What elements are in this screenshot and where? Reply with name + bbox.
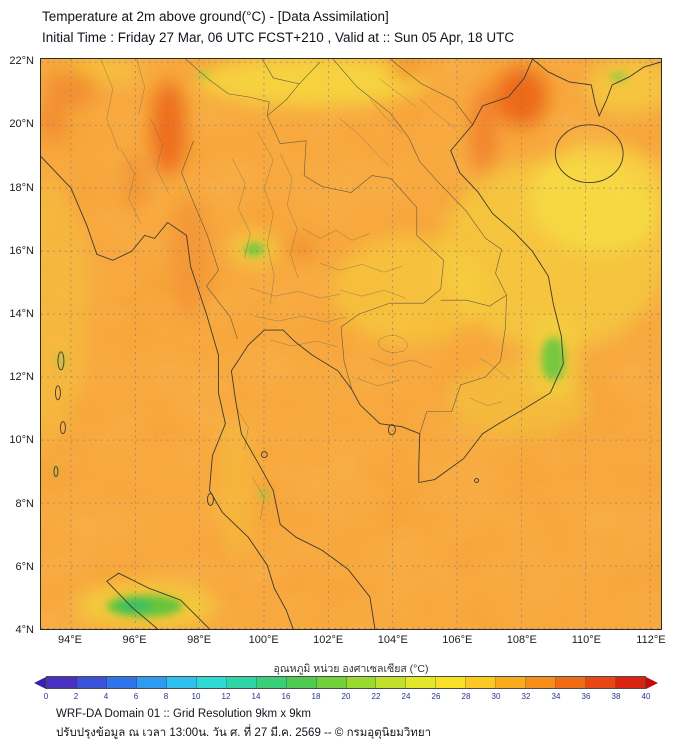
colorbar-segment bbox=[406, 677, 437, 688]
colorbar-tick-label: 30 bbox=[491, 692, 501, 701]
colorbar-tick-label: 26 bbox=[431, 692, 441, 701]
colorbar-segment bbox=[76, 677, 107, 688]
footer-update-info: ปรับปรุงข้อมูล ณ เวลา 13:00น. วัน ศ. ที่… bbox=[56, 727, 432, 739]
colorbar-segment bbox=[586, 677, 617, 688]
colorbar-tick-label: 24 bbox=[401, 692, 411, 701]
colorbar-segment bbox=[556, 677, 587, 688]
x-tick-label: 96°E bbox=[122, 634, 147, 646]
colorbar-tick-label: 14 bbox=[251, 692, 261, 701]
y-tick-label: 8°N bbox=[15, 497, 34, 510]
title-block: Temperature at 2m above ground(°C) - [Da… bbox=[42, 6, 514, 48]
colorbar-segment bbox=[316, 677, 347, 688]
colorbar-tick-label: 34 bbox=[551, 692, 561, 701]
y-tick-label: 6°N bbox=[15, 560, 34, 573]
colorbar-left-arrow bbox=[34, 676, 46, 689]
colorbar-tick-label: 40 bbox=[641, 692, 651, 701]
colorbar-right-arrow bbox=[646, 676, 658, 689]
colorbar-gradient bbox=[46, 676, 646, 689]
y-axis: 22°N 20°N 18°N 16°N 14°N 12°N 10°N 8°N 6°N 4°N bbox=[0, 55, 37, 636]
y-tick-label: 22°N bbox=[9, 55, 34, 68]
y-tick-label: 18°N bbox=[9, 181, 34, 194]
x-tick-label: 98°E bbox=[187, 634, 212, 646]
x-tick-label: 112°E bbox=[636, 634, 666, 646]
colorbar-segment bbox=[166, 677, 197, 688]
colorbar-segment bbox=[47, 677, 77, 688]
colorbar-segment bbox=[226, 677, 257, 688]
colorbar-tick-label: 18 bbox=[311, 692, 321, 701]
colorbar-tick-label: 8 bbox=[163, 692, 169, 701]
colorbar-tick-label: 16 bbox=[281, 692, 291, 701]
y-tick-label: 16°N bbox=[9, 244, 34, 257]
temperature-map bbox=[41, 59, 661, 629]
y-tick-label: 12°N bbox=[9, 371, 34, 384]
colorbar-segment bbox=[436, 677, 467, 688]
colorbar-segment bbox=[106, 677, 137, 688]
y-tick-label: 10°N bbox=[9, 434, 34, 447]
colorbar-segment bbox=[286, 677, 317, 688]
colorbar-tick-label: 36 bbox=[581, 692, 591, 701]
colorbar-segment bbox=[616, 677, 646, 688]
colorbar-segment bbox=[136, 677, 167, 688]
y-tick-label: 4°N bbox=[15, 624, 34, 636]
x-tick-label: 94°E bbox=[58, 634, 82, 646]
y-tick-label: 20°N bbox=[9, 118, 34, 131]
x-tick-label: 108°E bbox=[506, 634, 537, 646]
colorbar-tick-label: 22 bbox=[371, 692, 381, 701]
colorbar-tick-label: 10 bbox=[191, 692, 201, 701]
colorbar-label: อุณหภูมิ หน่วย องศาเซลเซียส (°C) bbox=[273, 663, 429, 675]
province-borders bbox=[100, 59, 510, 520]
page-title: Temperature at 2m above ground(°C) - [Da… bbox=[42, 9, 389, 24]
colorbar-segment bbox=[526, 677, 557, 688]
temperature-field bbox=[41, 59, 661, 629]
colorbar-tick-label: 20 bbox=[341, 692, 351, 701]
y-tick-label: 14°N bbox=[9, 308, 34, 320]
x-tick-label: 102°E bbox=[313, 634, 344, 646]
x-axis: 94°E 96°E 98°E 100°E 102°E 104°E 106°E 108°E 110… bbox=[40, 634, 666, 650]
colorbar-tick-label: 2 bbox=[73, 692, 79, 701]
colorbar-tick-label: 32 bbox=[521, 692, 531, 701]
footer-domain-info: WRF-DA Domain 01 :: Grid Resolution 9km … bbox=[56, 708, 311, 720]
colorbar-tick-label: 28 bbox=[461, 692, 471, 701]
grid-lines bbox=[41, 59, 661, 629]
map-frame bbox=[40, 58, 662, 630]
x-tick-label: 106°E bbox=[442, 634, 473, 646]
coastline bbox=[41, 59, 661, 629]
colorbar-tick-label: 38 bbox=[611, 692, 621, 701]
country-borders bbox=[181, 59, 507, 434]
colorbar bbox=[34, 676, 658, 689]
x-tick-label: 100°E bbox=[248, 634, 279, 646]
colorbar-segment bbox=[346, 677, 377, 688]
colorbar-tick-label: 12 bbox=[221, 692, 231, 701]
colorbar-tick-label: 6 bbox=[133, 692, 139, 701]
colorbar-segment bbox=[466, 677, 497, 688]
colorbar-segment bbox=[376, 677, 407, 688]
page-subtitle: Initial Time : Friday 27 Mar, 06 UTC FCS… bbox=[42, 30, 515, 45]
colorbar-segment bbox=[256, 677, 287, 688]
colorbar-segment bbox=[196, 677, 227, 688]
colorbar-tick-label: 0 bbox=[43, 692, 49, 701]
x-tick-label: 104°E bbox=[377, 634, 408, 646]
x-tick-label: 110°E bbox=[571, 634, 602, 646]
islands bbox=[53, 351, 480, 506]
colorbar-segment bbox=[496, 677, 527, 688]
colorbar-tick-label: 4 bbox=[103, 692, 109, 701]
colorbar-ticks: 0 2 4 6 8 10 12 14 16 18 20 22 24 26 28 30 32 34 36 38 40 bbox=[43, 692, 651, 702]
